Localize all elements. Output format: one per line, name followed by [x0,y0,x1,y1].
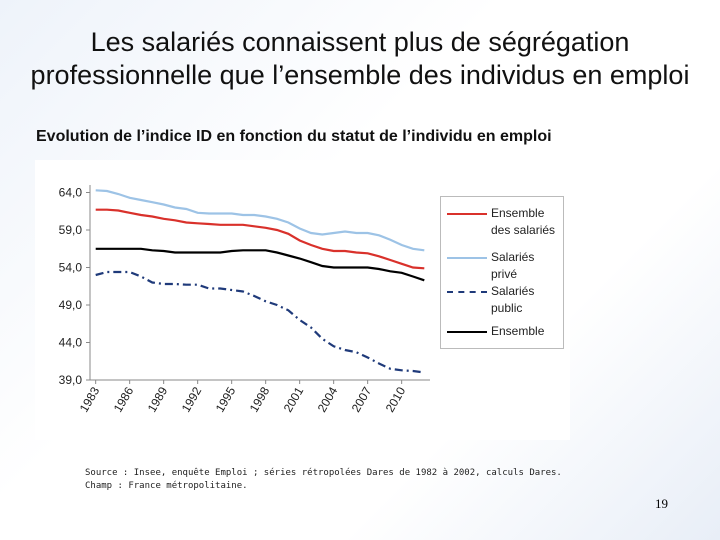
legend-label: Ensemble des salariés [491,206,556,237]
series-line [95,270,425,374]
y-tick-label: 64,0 [59,186,83,200]
series-line [95,189,425,252]
legend-label: Salariés public [491,284,535,315]
legend-swatch [447,257,487,259]
y-tick-label: 39,0 [59,373,83,387]
series-line [95,208,425,270]
source: Source : Insee, enquête Emploi ; séries … [85,468,562,478]
slide-title: Les salariés connaissent plus de ségréga… [30,27,690,90]
y-tick-label: 49,0 [59,298,83,312]
legend: Ensemble des salariés Salariés privé Salar… [440,196,564,349]
legend-swatch [447,213,487,215]
y-tick-label: 54,0 [59,261,83,275]
champ: Champ : France métropolitaine. [85,481,248,491]
legend-swatch [447,291,487,293]
legend-swatch [447,331,487,333]
page-number: 19 [655,496,668,511]
y-tick-label: 59,0 [59,223,83,237]
subtitle: Evolution de l’indice ID en fonction du … [36,128,552,145]
source-notes: Source : Insee, enquête Emploi ; séries … [85,467,562,493]
y-tick-label: 44,0 [59,336,83,350]
legend-label: Ensemble [491,324,545,338]
legend-label: Salariés privé [491,250,535,281]
series-line [95,247,425,282]
